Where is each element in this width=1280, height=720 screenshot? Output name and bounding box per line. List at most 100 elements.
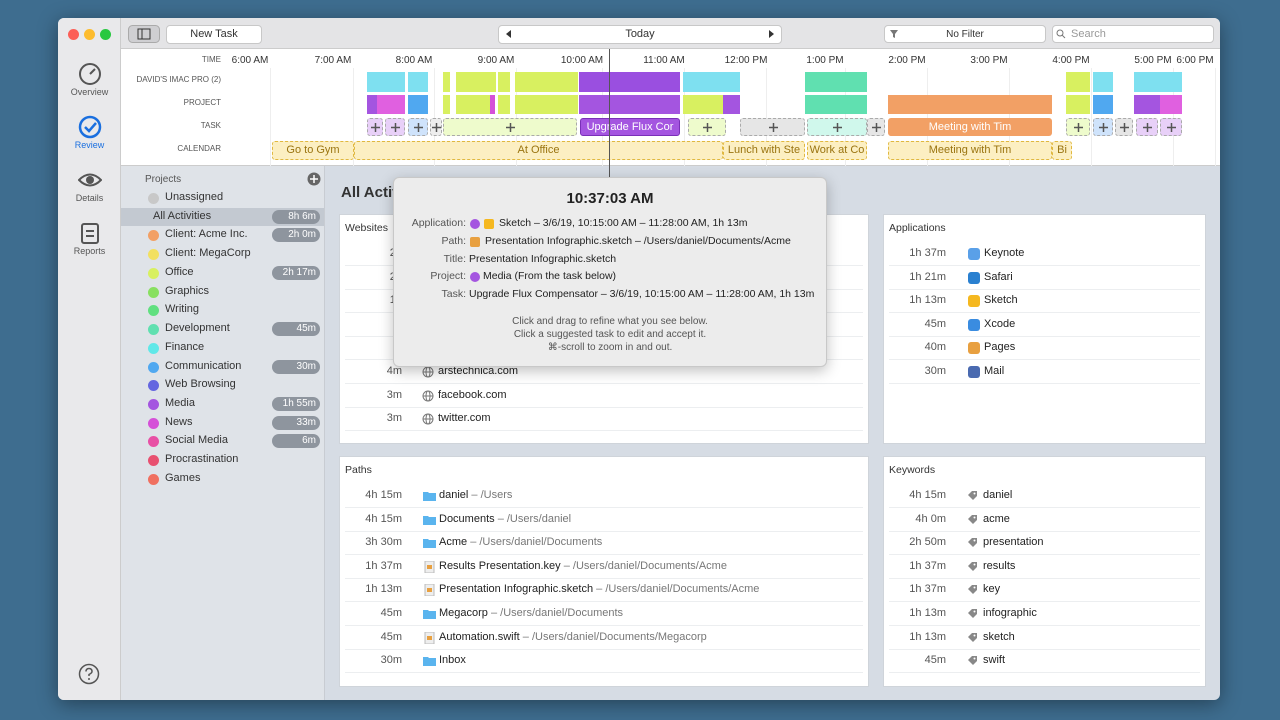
activity-block[interactable] bbox=[805, 72, 867, 92]
project-name[interactable]: Client: MegaCorp bbox=[165, 247, 251, 260]
row-name[interactable]: arstechnica.com bbox=[438, 365, 858, 379]
row-name[interactable]: sketch bbox=[983, 631, 1280, 645]
row-name[interactable]: results bbox=[983, 560, 1280, 574]
row-name[interactable]: Megacorp – /Users/daniel/Documents bbox=[439, 607, 859, 621]
project-name[interactable]: Media bbox=[165, 397, 195, 410]
activity-block[interactable] bbox=[579, 95, 680, 114]
activity-block[interactable] bbox=[443, 72, 450, 92]
row-name[interactable]: Safari bbox=[984, 271, 1280, 285]
activity-block[interactable] bbox=[367, 72, 405, 92]
nav-label[interactable]: Review bbox=[74, 140, 105, 150]
project-name[interactable]: Communication bbox=[165, 359, 242, 372]
file-icon bbox=[423, 631, 436, 645]
activity-block[interactable] bbox=[498, 72, 510, 92]
activity-block[interactable] bbox=[408, 72, 428, 92]
nav-label[interactable]: Reports bbox=[73, 246, 106, 256]
project-name[interactable]: News bbox=[165, 415, 193, 428]
activity-block[interactable] bbox=[1134, 95, 1160, 114]
row-name[interactable]: swift bbox=[983, 654, 1280, 668]
project-name[interactable]: Finance bbox=[165, 340, 205, 353]
tag-icon bbox=[967, 561, 978, 572]
search-field[interactable]: Search bbox=[1052, 25, 1214, 43]
nav-label[interactable]: Overview bbox=[70, 87, 109, 97]
traffic-light[interactable] bbox=[68, 29, 79, 40]
calendar-event[interactable]: At Office bbox=[354, 141, 723, 160]
activity-block[interactable] bbox=[1066, 95, 1090, 114]
project-name[interactable]: Writing bbox=[165, 303, 200, 316]
calendar-event[interactable]: Work at Co bbox=[807, 141, 867, 160]
project-name[interactable]: Client: Acme Inc. bbox=[165, 228, 248, 241]
activity-block[interactable] bbox=[1093, 95, 1113, 114]
row-divider bbox=[345, 406, 863, 408]
activity-block[interactable] bbox=[1066, 72, 1090, 92]
row-name[interactable]: Automation.swift – /Users/daniel/Documen… bbox=[439, 631, 859, 645]
project-name[interactable]: Games bbox=[165, 471, 201, 484]
row-name[interactable]: Inbox bbox=[439, 654, 859, 668]
activity-block[interactable] bbox=[1093, 72, 1113, 92]
row-name[interactable]: daniel – /Users bbox=[439, 489, 859, 503]
panel-heading: Paths bbox=[345, 464, 372, 476]
activity-block[interactable] bbox=[579, 72, 680, 92]
calendar-event[interactable]: Go to Gym bbox=[272, 141, 354, 160]
row-name[interactable]: Mail bbox=[984, 365, 1280, 379]
calendar-event[interactable]: Meeting with Tim bbox=[888, 141, 1052, 160]
row-name[interactable]: acme bbox=[983, 513, 1280, 527]
row-name[interactable]: Presentation Infographic.sketch – /Users… bbox=[439, 583, 859, 597]
row-divider bbox=[889, 312, 1200, 314]
project-name[interactable]: Procrastination bbox=[165, 453, 239, 466]
filter-button[interactable]: No Filter bbox=[884, 25, 1046, 43]
row-name[interactable]: Acme – /Users/daniel/Documents bbox=[439, 536, 859, 550]
nav-label[interactable]: Details bbox=[75, 193, 104, 203]
row-name[interactable]: key bbox=[983, 583, 1280, 597]
activity-block[interactable] bbox=[443, 95, 450, 114]
activity-block[interactable] bbox=[683, 95, 723, 114]
row-name[interactable]: Pages bbox=[984, 341, 1280, 355]
project-name[interactable]: Graphics bbox=[165, 284, 210, 297]
task-block[interactable]: Meeting with Tim bbox=[888, 118, 1052, 136]
row-name[interactable]: daniel bbox=[983, 489, 1280, 503]
date-control[interactable]: Today bbox=[498, 25, 782, 44]
project-name[interactable]: Web Browsing bbox=[165, 378, 236, 391]
row-name[interactable]: Sketch bbox=[984, 294, 1280, 308]
calendar-event[interactable]: Lunch with Ste bbox=[723, 141, 805, 160]
hour-line bbox=[353, 68, 354, 166]
task-block[interactable]: Upgrade Flux Cor bbox=[580, 118, 680, 136]
row-name[interactable]: Results Presentation.key – /Users/daniel… bbox=[439, 560, 859, 574]
activity-block[interactable] bbox=[515, 72, 578, 92]
project-name[interactable]: Unassigned bbox=[165, 191, 224, 203]
row-name[interactable]: presentation bbox=[983, 536, 1280, 550]
activity-block[interactable] bbox=[515, 95, 578, 114]
app-icon bbox=[484, 219, 494, 229]
calendar-event[interactable]: Bi bbox=[1052, 141, 1072, 160]
project-name[interactable]: Social Media bbox=[165, 434, 228, 447]
activity-block[interactable] bbox=[1160, 95, 1182, 114]
row-divider bbox=[889, 554, 1200, 556]
row-name[interactable]: Xcode bbox=[984, 318, 1280, 332]
traffic-light[interactable] bbox=[100, 29, 111, 40]
project-name[interactable]: Office bbox=[165, 265, 194, 278]
row-name[interactable]: Keynote bbox=[984, 247, 1280, 261]
row-name[interactable]: twitter.com bbox=[438, 412, 858, 426]
row-name[interactable]: Documents – /Users/daniel bbox=[439, 513, 859, 527]
activity-block[interactable] bbox=[723, 72, 740, 92]
activity-block[interactable] bbox=[723, 95, 740, 114]
project-name[interactable]: Development bbox=[165, 322, 230, 335]
activity-block[interactable] bbox=[408, 95, 428, 114]
duration-badge: 2h 0m bbox=[272, 228, 320, 243]
activity-block[interactable] bbox=[805, 95, 867, 114]
row-name[interactable]: facebook.com bbox=[438, 389, 858, 403]
row-name[interactable]: infographic bbox=[983, 607, 1280, 621]
new-task-button[interactable]: New Task bbox=[166, 25, 262, 44]
activity-block[interactable] bbox=[498, 95, 510, 114]
activity-block[interactable] bbox=[456, 95, 490, 114]
activity-block[interactable] bbox=[490, 95, 495, 114]
activity-block[interactable] bbox=[888, 95, 1052, 114]
project-name[interactable]: All Activities bbox=[153, 209, 212, 222]
traffic-light[interactable] bbox=[84, 29, 95, 40]
activity-block[interactable] bbox=[683, 72, 723, 92]
activity-block[interactable] bbox=[377, 95, 405, 114]
activity-block[interactable] bbox=[367, 95, 377, 114]
activity-block[interactable] bbox=[1134, 72, 1182, 92]
help-icon-svg bbox=[78, 663, 100, 685]
activity-block[interactable] bbox=[456, 72, 496, 92]
